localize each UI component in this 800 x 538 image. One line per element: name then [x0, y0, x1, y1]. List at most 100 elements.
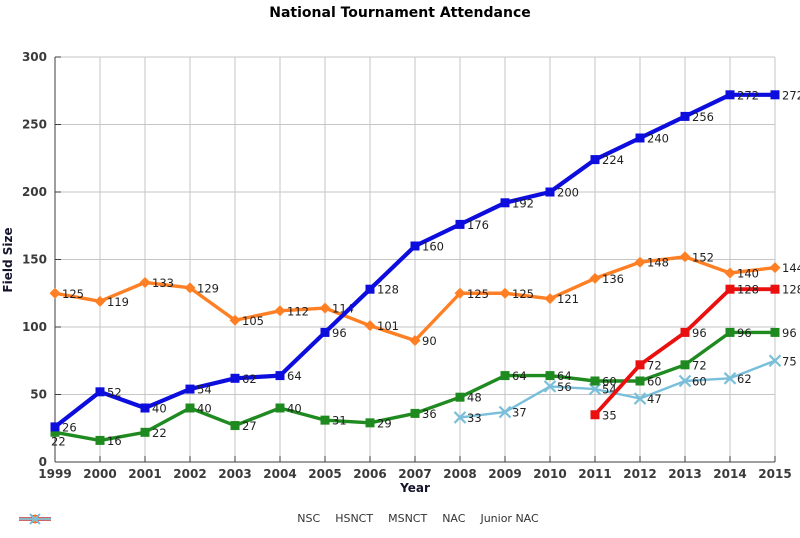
junior-nac-marker	[543, 380, 557, 393]
nsc-marker	[275, 403, 285, 413]
hsnct-marker	[455, 219, 465, 229]
point-label: 128	[377, 283, 399, 297]
point-label: 160	[422, 240, 444, 254]
junior-nac-marker	[768, 354, 782, 368]
point-label: 148	[647, 256, 669, 270]
nac-marker	[769, 262, 781, 274]
nac-marker	[139, 276, 151, 288]
msnct-marker	[725, 284, 735, 294]
junior-nac-marker	[498, 405, 512, 419]
y-tick-label: 200	[22, 185, 47, 199]
point-label: 60	[647, 375, 662, 389]
hsnct-marker	[230, 373, 240, 383]
msnct-marker	[590, 410, 600, 420]
hsnct-marker	[185, 384, 195, 394]
point-label: 272	[737, 88, 759, 102]
x-tick-label: 2000	[83, 467, 116, 481]
hsnct-marker	[545, 187, 555, 197]
point-label: 96	[332, 326, 347, 340]
point-label: 22	[152, 426, 167, 440]
nsc-marker	[365, 418, 375, 428]
x-tick-label: 2006	[353, 467, 386, 481]
point-label: 56	[557, 380, 572, 394]
nsc-marker	[95, 435, 105, 445]
legend-item-junior-nac: Junior NAC	[19, 512, 539, 525]
point-label: 40	[152, 402, 167, 416]
point-label: 136	[602, 272, 624, 286]
hsnct-marker	[140, 403, 150, 413]
junior-nac-marker	[633, 392, 647, 405]
point-label: 112	[287, 304, 309, 318]
nac-marker	[499, 287, 511, 299]
point-label: 144	[782, 261, 800, 275]
point-label: 31	[332, 414, 347, 428]
hsnct-marker	[635, 133, 645, 143]
legend-item-msnct: MSNCT	[19, 512, 427, 525]
point-label: 96	[692, 326, 707, 340]
nsc-marker	[320, 415, 330, 425]
nac-marker	[454, 287, 466, 299]
x-tick-label: 2004	[263, 467, 296, 481]
point-label: 133	[152, 276, 174, 290]
point-label: 140	[737, 267, 759, 281]
legend-item-hsnct: HSNCT	[19, 512, 374, 525]
hsnct-marker	[320, 327, 330, 337]
nsc-marker	[770, 327, 780, 337]
x-tick-label: 2014	[713, 467, 746, 481]
y-tick-label: 150	[22, 253, 47, 267]
y-tick-label: 100	[22, 320, 47, 334]
point-label: 200	[557, 186, 579, 200]
point-label: 37	[512, 406, 527, 420]
point-label: 35	[602, 408, 617, 422]
legend-item-nsc: NSC	[19, 512, 321, 525]
junior-nac-marker	[678, 374, 692, 388]
y-tick-label: 300	[22, 50, 47, 64]
hsnct-marker	[410, 241, 420, 251]
point-label: 47	[647, 392, 662, 406]
hsnct-marker	[365, 284, 375, 294]
point-label: 26	[62, 420, 77, 434]
msnct-marker	[680, 327, 690, 337]
point-label: 125	[62, 287, 84, 301]
nsc-marker	[230, 421, 240, 431]
hsnct-marker	[275, 371, 285, 381]
nac-marker	[679, 251, 691, 263]
point-label: 62	[737, 372, 752, 386]
point-label: 192	[512, 196, 534, 210]
point-label: 64	[287, 369, 302, 383]
point-label: 256	[692, 110, 714, 124]
nac-marker	[364, 320, 376, 332]
series-line-junior-nac	[458, 359, 777, 419]
point-label: 62	[242, 372, 257, 386]
x-tick-label: 1999	[38, 467, 71, 481]
y-tick-label: 0	[39, 455, 47, 469]
point-label: 29	[377, 416, 392, 430]
nsc-marker	[185, 403, 195, 413]
point-label: 224	[602, 153, 624, 167]
x-tick-label: 2003	[218, 467, 251, 481]
x-tick-label: 2002	[173, 467, 206, 481]
x-tick-label: 2011	[578, 467, 611, 481]
nac-marker	[634, 256, 646, 268]
point-label: 40	[197, 402, 212, 416]
point-label: 101	[377, 319, 399, 333]
chart-title: National Tournament Attendance	[269, 5, 531, 21]
point-label: 152	[692, 250, 714, 264]
junior-nac-marker	[453, 411, 467, 424]
point-label: 52	[107, 385, 122, 399]
x-tick-label: 2001	[128, 467, 161, 481]
hsnct-marker	[725, 90, 735, 100]
x-tick-label: 2007	[398, 467, 431, 481]
point-label: 72	[647, 358, 662, 372]
legend-label: HSNCT	[335, 512, 374, 525]
nsc-marker	[680, 360, 690, 370]
point-label: 54	[197, 383, 212, 397]
legend-item-nac: NAC	[19, 512, 465, 525]
point-label: 119	[107, 295, 129, 309]
point-label: 33	[467, 411, 482, 425]
y-tick-label: 50	[30, 388, 47, 402]
point-label: 72	[692, 358, 707, 372]
msnct-marker	[635, 360, 645, 370]
hsnct-marker	[770, 90, 780, 100]
legend-label: NSC	[297, 512, 321, 525]
